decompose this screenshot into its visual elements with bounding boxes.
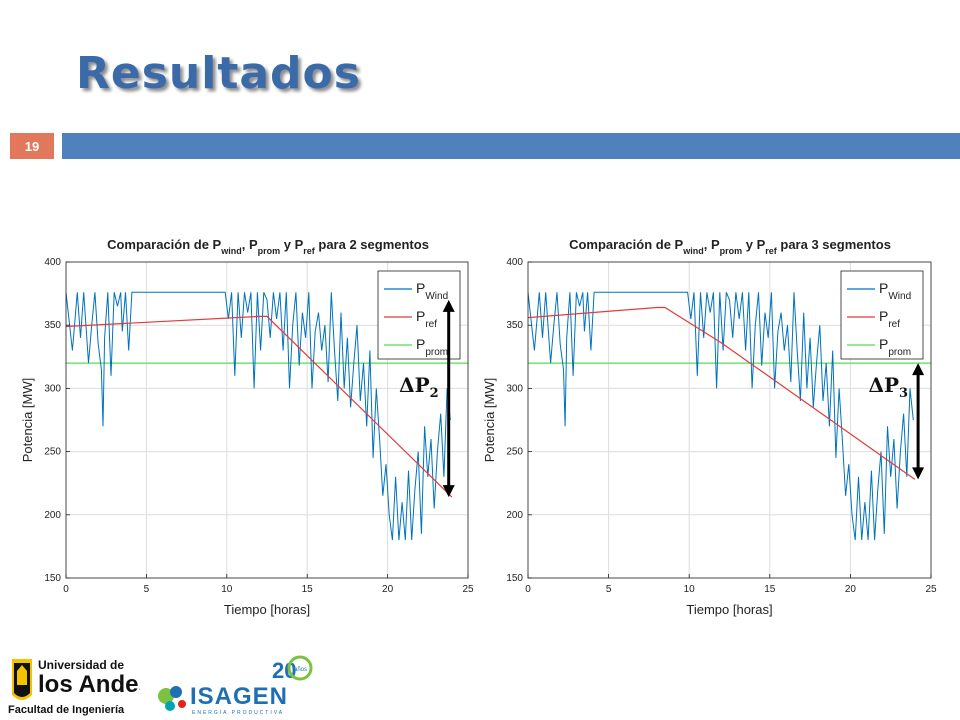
chart-title-subscript: prom: [720, 246, 743, 256]
x-tick-label: 15: [764, 584, 776, 595]
legend-entry-base: P: [416, 280, 425, 296]
legend-entry-base: P: [879, 308, 888, 324]
delta-label-subscript: 3: [899, 386, 908, 401]
y-tick-label: 400: [506, 257, 523, 268]
y-tick-label: 300: [506, 383, 523, 394]
y-tick-label: 200: [506, 510, 523, 521]
chart-title-part: Comparación de P: [107, 237, 221, 252]
x-axis-label: Tiempo [horas]: [686, 602, 772, 617]
y-tick-label: 250: [44, 447, 61, 458]
chart-title-part: para 3 segmentos: [777, 237, 891, 252]
y-axis-label: Potencia [MW]: [20, 378, 35, 463]
legend-entry-base: P: [416, 336, 425, 352]
chart-title-part: , P: [242, 237, 258, 252]
y-tick-label: 150: [506, 573, 523, 584]
y-tick-label: 300: [44, 383, 61, 394]
x-axis-label: Tiempo [horas]: [224, 602, 310, 617]
y-axis-label: Potencia [MW]: [482, 378, 497, 463]
y-tick-label: 350: [506, 320, 523, 331]
x-tick-label: 20: [382, 584, 394, 595]
uniandes-line1: Universidad de: [38, 658, 124, 672]
chart-title: Comparación de Pwind, Pprom y Pref para …: [107, 237, 429, 256]
isagen-twenty-years-icon: 20 años: [272, 657, 311, 683]
x-tick-label: 10: [684, 584, 696, 595]
isagen-name: ISAGEN: [190, 683, 288, 710]
chart-1: 0 5 10 15 20 25 150 200 250 300 350 400 Tiempo [hora…: [20, 237, 474, 617]
isagen-swirl-icon: [158, 686, 186, 711]
chart-title-part: Comparación de P: [569, 237, 683, 252]
legend-entry-subscript: prom: [888, 347, 911, 358]
chart-title-subscript: wind: [682, 246, 704, 256]
x-tick-label: 0: [63, 584, 69, 595]
uniandes-line3: Facultad de Ingeniería: [8, 704, 125, 716]
uniandes-logo: Universidad de los Andes Facultad de Ing…: [8, 655, 140, 717]
uniandes-shield-icon: [12, 659, 32, 700]
chart-title-part: , P: [704, 237, 720, 252]
chart-title-part: y P: [280, 237, 303, 252]
chart-title-subscript: wind: [220, 246, 242, 256]
x-tick-label: 20: [845, 584, 857, 595]
legend-entry-base: P: [879, 336, 888, 352]
x-tick-label: 15: [302, 584, 314, 595]
legend-entry-base: P: [416, 308, 425, 324]
x-tick-label: 25: [462, 584, 474, 595]
delta-label-subscript: 2: [430, 386, 439, 401]
delta-label-base: ΔP: [399, 373, 430, 397]
legend-entry-subscript: Wind: [888, 291, 911, 302]
delta-label-base: ΔP: [868, 373, 899, 397]
legend-entry-subscript: ref: [888, 319, 900, 330]
chart-2: 0 5 10 15 20 25 150 200 250 300 350 400 Tiempo [hora…: [482, 237, 937, 617]
isagen-logo: 20 años ISAGEN ENERGÍA PRODUCTIVA: [152, 652, 322, 718]
y-tick-label: 250: [506, 447, 523, 458]
x-tick-label: 5: [606, 584, 612, 595]
chart-title: Comparación de Pwind, Pprom y Pref para …: [569, 237, 891, 256]
y-tick-label: 200: [44, 510, 61, 521]
x-tick-label: 0: [525, 584, 531, 595]
legend-entry-subscript: ref: [425, 319, 437, 330]
legend-entry-base: P: [879, 280, 888, 296]
isagen-tagline: ENERGÍA PRODUCTIVA: [192, 709, 284, 716]
legend-entry-subscript: Wind: [425, 291, 448, 302]
uniandes-line2: los Andes: [38, 671, 140, 698]
y-tick-label: 150: [44, 573, 61, 584]
chart-title-part: para 2 segmentos: [315, 237, 429, 252]
legend-entry-subscript: prom: [425, 347, 448, 358]
y-tick-label: 400: [44, 257, 61, 268]
x-tick-label: 5: [144, 584, 150, 595]
y-tick-label: 350: [44, 320, 61, 331]
isagen-anniv-sub: años: [294, 667, 307, 673]
chart-title-part: y P: [742, 237, 765, 252]
x-tick-label: 10: [221, 584, 233, 595]
x-tick-label: 25: [925, 584, 937, 595]
chart-title-subscript: prom: [258, 246, 281, 256]
